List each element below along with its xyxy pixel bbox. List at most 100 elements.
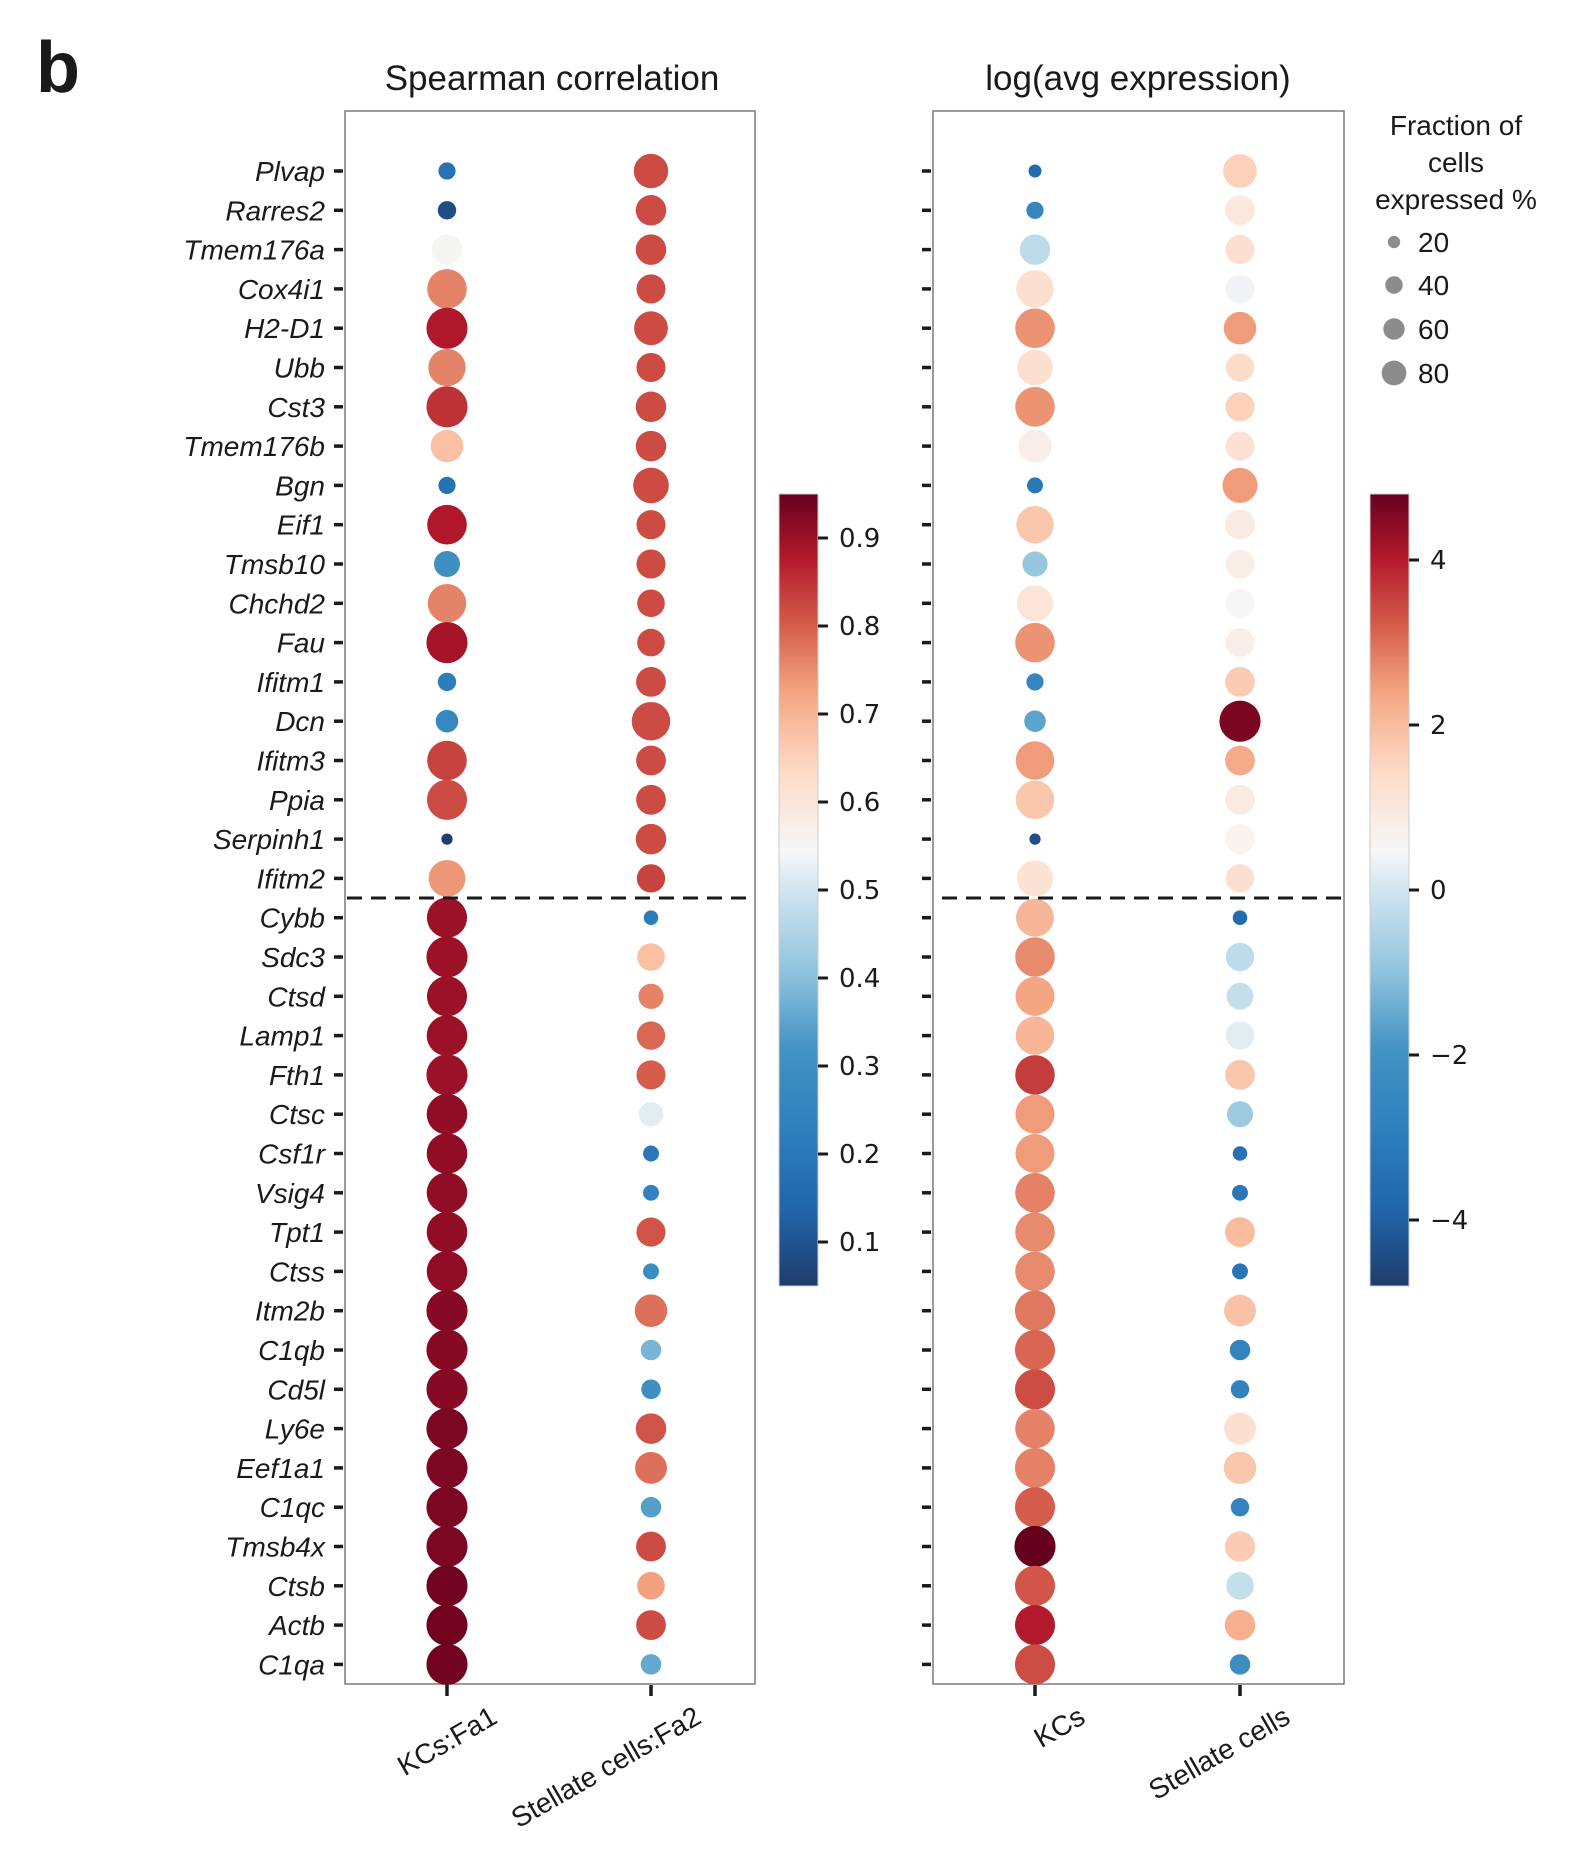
dot-kcs-fa1-csf1r [426, 1133, 468, 1174]
dot-kcs-fa1-tmem176a [431, 234, 463, 265]
dot-kcs-fth1 [1015, 1055, 1055, 1095]
dot-stellate-cells-actb [1224, 1609, 1256, 1641]
gene-label: Rarres2 [225, 195, 325, 226]
dot-kcs-fa1-c1qa [426, 1643, 468, 1685]
dot-kcs-plvap [1028, 164, 1042, 178]
legend-size-label: 20 [1418, 227, 1449, 258]
dot-kcs-fa1-serpinh1 [441, 833, 453, 845]
dot-stellate-cells-fa2-fau [637, 628, 665, 657]
dot-stellate-cells-cybb [1232, 910, 1248, 925]
dot-kcs-fa1-ifitm2 [428, 860, 466, 897]
dot-kcs-fa1-dcn [435, 709, 459, 733]
gene-label: Tmsb10 [224, 549, 326, 580]
dot-stellate-cells-eif1 [1225, 509, 1255, 540]
x-tick-label: Stellate cells:Fa2 [506, 1700, 706, 1833]
legend-size-label: 60 [1418, 314, 1449, 345]
dot-stellate-cells-h2-d1 [1223, 311, 1257, 345]
dot-kcs-chchd2 [1016, 585, 1054, 622]
dot-kcs-csf1r [1015, 1133, 1055, 1174]
dot-stellate-cells-bgn [1222, 467, 1258, 503]
dot-kcs-fa1-cox4i1 [427, 269, 467, 309]
dot-stellate-cells-fa2-tmsb4x [636, 1531, 666, 1562]
gene-label: Cybb [260, 903, 325, 934]
x-tick-label: KCs:Fa1 [392, 1700, 502, 1781]
dot-stellate-cells-fa2-eif1 [636, 510, 666, 540]
dot-stellate-cells-fa2-h2-d1 [634, 311, 668, 346]
gene-label: Fth1 [269, 1060, 325, 1091]
gene-label: Sdc3 [261, 942, 325, 973]
dot-stellate-cells-ly6e [1224, 1412, 1256, 1445]
dot-stellate-cells-fa2-lamp1 [636, 1021, 666, 1050]
dot-stellate-cells-fa2-c1qc [640, 1496, 662, 1518]
dot-stellate-cells-c1qa [1229, 1654, 1251, 1675]
dot-kcs-fa1-ctsc [426, 1093, 468, 1135]
dot-stellate-cells-fa2-ctss [643, 1263, 659, 1280]
gene-label: Actb [267, 1610, 325, 1641]
gene-label: Ifitm3 [257, 746, 326, 777]
expression-panel: log(avg expression) KCs Stellate cells [922, 59, 1345, 1806]
dot-kcs-ubb [1017, 349, 1053, 386]
dot-stellate-cells-fa2-csf1r [643, 1145, 659, 1162]
gene-label: Serpinh1 [213, 824, 325, 855]
dot-stellate-cells-cox4i1 [1225, 274, 1255, 304]
expression-colorbar-ticks: −4 −2 0 2 4 [1409, 546, 1468, 1236]
dot-stellate-cells-fau [1225, 628, 1255, 658]
y-axis-ticks [922, 169, 931, 1667]
colorbar-tick-label: 0.5 [839, 876, 880, 906]
dot-stellate-cells-cd5l [1230, 1380, 1250, 1399]
legend-title-line-3: expressed % [1375, 184, 1537, 215]
dot-kcs-sdc3 [1015, 937, 1055, 977]
dot-kcs-tmem176b [1018, 429, 1052, 463]
dot-kcs-fau [1015, 622, 1055, 663]
dot-stellate-cells-fa2-eef1a1 [635, 1451, 667, 1484]
gene-label: Cd5l [267, 1374, 325, 1405]
dot-stellate-cells-fa2-ifitm3 [636, 745, 666, 776]
dot-stellate-cells-fa2-chchd2 [637, 589, 665, 618]
dot-stellate-cells-tmsb4x [1224, 1531, 1256, 1562]
dot-stellate-cells-sdc3 [1225, 942, 1255, 972]
dot-stellate-cells-csf1r [1232, 1146, 1248, 1161]
gene-label: Ctss [269, 1256, 325, 1287]
dot-kcs-c1qa [1014, 1644, 1056, 1685]
colorbar-tick-label: 0.1 [839, 1228, 880, 1258]
expression-title: log(avg expression) [985, 59, 1290, 98]
dot-kcs-fa1-eef1a1 [426, 1447, 468, 1489]
x-axis: KCs:Fa1 Stellate cells:Fa2 [392, 1685, 706, 1834]
dot-stellate-cells-lamp1 [1225, 1021, 1255, 1050]
dot-kcs-bgn [1027, 477, 1043, 494]
dot-stellate-cells-fth1 [1225, 1059, 1255, 1090]
gene-label: Ifitm1 [257, 667, 325, 698]
x-tick-label: KCs [1029, 1700, 1090, 1753]
dot-kcs-fa1-cst3 [426, 386, 468, 428]
spearman-colorbar-ticks: 0.1 0.2 0.3 0.4 0.5 0.6 0.7 0.8 0.9 [818, 524, 880, 1258]
dot-stellate-cells-fa2-cst3 [635, 391, 667, 423]
dot-stellate-cells-vsig4 [1232, 1184, 1248, 1201]
dot-stellate-cells-ubb [1225, 353, 1255, 382]
dot-stellate-cells-fa2-c1qa [640, 1654, 662, 1675]
dot-kcs-fa1-tmsb4x [426, 1525, 468, 1568]
colorbar-tick-label: 0.4 [839, 964, 880, 994]
colorbar-tick-label: 0.6 [839, 788, 880, 818]
dot-kcs-serpinh1 [1029, 833, 1041, 845]
dot-stellate-cells-fa2-actb [636, 1610, 666, 1641]
dot-stellate-cells-fa2-rarres2 [635, 195, 667, 226]
dot-kcs-fa1-h2-d1 [426, 307, 468, 349]
colorbar-tick-label: −4 [1430, 1206, 1468, 1236]
dot-stellate-cells-tmem176b [1225, 431, 1255, 461]
legend-size-circle-40 [1385, 276, 1403, 294]
size-legend: Fraction of cells expressed % 20 40 60 80 [1375, 110, 1537, 389]
dot-kcs-fa1-tmem176b [430, 429, 464, 463]
dot-kcs-fa1-tmsb10 [433, 550, 461, 578]
dot-kcs-fa1-eif1 [427, 504, 467, 545]
x-axis: KCs Stellate cells [1029, 1685, 1295, 1806]
dot-kcs-fa1-chchd2 [427, 584, 467, 623]
dot-kcs-fa1-ubb [428, 348, 466, 387]
dot-kcs-ctsd [1015, 976, 1055, 1016]
gene-labels: Plvap Rarres2 Tmem176a Cox4i1 H2-D1 Ubb Cst3 Tm… [183, 156, 326, 1680]
colorbar-tick-label: 0.7 [839, 700, 880, 730]
dot-stellate-cells-ctsd [1226, 982, 1254, 1010]
dot-stellate-cells-chchd2 [1225, 588, 1255, 618]
colorbar-tick-label: 0.3 [839, 1052, 880, 1082]
gene-label: Vsig4 [255, 1178, 325, 1209]
gene-label: Cst3 [267, 392, 325, 423]
